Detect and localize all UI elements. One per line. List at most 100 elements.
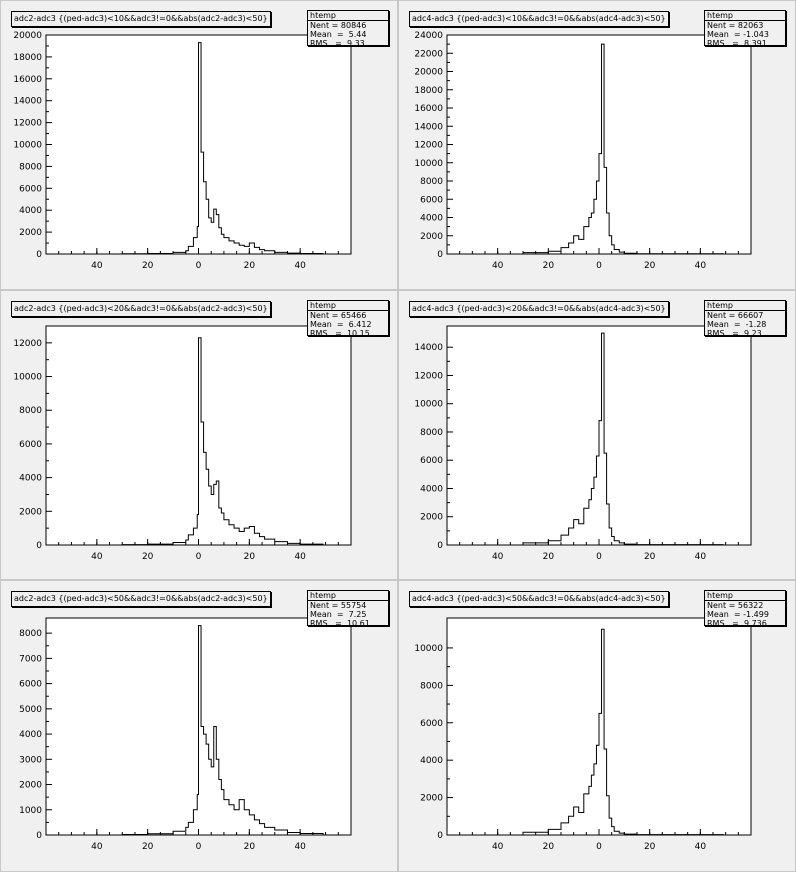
y-tick-label: 6000 bbox=[19, 440, 42, 450]
stats-entries-5: Nent = 55754 bbox=[310, 601, 367, 610]
y-tick-label: 6000 bbox=[19, 184, 42, 194]
x-tick-label: 20 bbox=[244, 261, 256, 271]
plot-frame bbox=[446, 34, 752, 255]
histogram-title-6: adc4-adc3 {(ped-adc3)<50&&adc3!=0&&abs(a… bbox=[409, 591, 669, 607]
stats-mean-3: Mean = 6.412 bbox=[310, 320, 372, 329]
histogram-chart-3: 0 2000 4000 6000 8000 10000 12000 40 20 0 20 40 bbox=[13, 325, 352, 562]
y-tick-label: 8000 bbox=[420, 681, 443, 691]
stats-name-3: htemp bbox=[308, 301, 388, 311]
x-tick-label: 40 bbox=[294, 842, 306, 852]
x-tick-label: 20 bbox=[543, 261, 555, 271]
y-tick-label: 6000 bbox=[19, 680, 42, 690]
y-tick-label: 4000 bbox=[19, 474, 42, 484]
y-tick-label: 2000 bbox=[19, 507, 42, 517]
x-tick-label: 20 bbox=[543, 842, 555, 852]
x-tick-label: 40 bbox=[91, 552, 103, 562]
stats-mean-2: Mean = -1.043 bbox=[707, 30, 769, 39]
y-tick-label: 10000 bbox=[414, 400, 443, 410]
stats-box-1: htemp Nent = 80846 Mean = 5.44 RMS = 9.3… bbox=[307, 10, 389, 48]
y-tick-label: 2000 bbox=[420, 794, 443, 804]
y-tick-label: 6000 bbox=[420, 719, 443, 729]
stats-entries-4: Nent = 66607 bbox=[707, 311, 764, 320]
x-tick-label: 40 bbox=[294, 552, 306, 562]
x-tick-label: 40 bbox=[91, 842, 103, 852]
y-tick-label: 2000 bbox=[19, 781, 42, 791]
stats-entries-1: Nent = 80846 bbox=[310, 21, 367, 30]
y-tick-label: 6000 bbox=[420, 456, 443, 466]
stats-rms-1: RMS = 9.33 bbox=[310, 39, 365, 48]
histogram-title-4: adc4-adc3 {(ped-adc3)<20&&adc3!=0&&abs(a… bbox=[409, 301, 669, 317]
y-tick-label: 24000 bbox=[414, 31, 443, 41]
stats-box-3: htemp Nent = 65466 Mean = 6.412 RMS = 10… bbox=[307, 300, 389, 338]
y-tick-label: 4000 bbox=[420, 214, 443, 224]
stats-mean-5: Mean = 7.25 bbox=[310, 610, 367, 619]
stats-entries-3: Nent = 65466 bbox=[310, 311, 367, 320]
stats-entries-6: Nent = 56322 bbox=[707, 601, 764, 610]
histogram-outline bbox=[472, 43, 727, 255]
stats-rms-2: RMS = 8.391 bbox=[707, 39, 767, 48]
histogram-chart-2: 0 2000 4000 6000 8000 10000 12000 14000 16000 180… bbox=[414, 31, 752, 271]
y-tick-label: 6000 bbox=[420, 195, 443, 205]
y-tick-label: 12000 bbox=[13, 339, 42, 349]
y-tick-label: 4000 bbox=[420, 756, 443, 766]
x-tick-label: 20 bbox=[644, 261, 656, 271]
x-tick-label: 20 bbox=[244, 552, 256, 562]
y-tick-label: 8000 bbox=[19, 406, 42, 416]
stats-rms-5: RMS = 10.61 bbox=[310, 619, 370, 628]
histogram-title-3: adc2-adc3 {(ped-adc3)<20&&adc3!=0&&abs(a… bbox=[11, 301, 271, 317]
x-tick-label: 40 bbox=[492, 842, 504, 852]
histogram-chart-6: 0 2000 4000 6000 8000 10000 40 20 0 20 40 bbox=[414, 617, 752, 852]
y-tick-label: 14000 bbox=[414, 122, 443, 132]
stats-rms-3: RMS = 10.15 bbox=[310, 329, 370, 338]
y-tick-label: 12000 bbox=[13, 119, 42, 129]
y-tick-label: 0 bbox=[36, 541, 42, 551]
y-tick-label: 8000 bbox=[19, 162, 42, 172]
stats-box-6: htemp Nent = 56322 Mean = -1.499 RMS = 9… bbox=[704, 590, 786, 628]
pad-3: 0 2000 4000 6000 8000 10000 12000 40 20 0 20 40 adc… bbox=[0, 290, 398, 580]
y-tick-label: 7000 bbox=[19, 654, 42, 664]
stats-mean-6: Mean = -1.499 bbox=[707, 610, 769, 619]
y-tick-label: 14000 bbox=[414, 343, 443, 353]
pad-4: 0 2000 4000 6000 8000 10000 12000 14000 40 20 0 20 4… bbox=[398, 290, 796, 580]
stats-box-2: htemp Nent = 82063 Mean = -1.043 RMS = 8… bbox=[704, 10, 786, 48]
y-tick-label: 2000 bbox=[19, 228, 42, 238]
histogram-outline bbox=[71, 337, 327, 546]
y-tick-label: 12000 bbox=[414, 141, 443, 151]
x-tick-label: 40 bbox=[492, 261, 504, 271]
stats-mean-4: Mean = -1.28 bbox=[707, 320, 767, 329]
stats-box-4: htemp Nent = 66607 Mean = -1.28 RMS = 9.… bbox=[704, 300, 786, 338]
x-tick-label: 20 bbox=[644, 842, 656, 852]
histogram-title-1: adc2-adc3 {(ped-adc3)<10&&adc3!=0&&abs(a… bbox=[11, 11, 271, 27]
y-tick-label: 14000 bbox=[13, 97, 42, 107]
y-tick-label: 4000 bbox=[19, 730, 42, 740]
stats-name-4: htemp bbox=[705, 301, 785, 311]
y-tick-label: 8000 bbox=[19, 629, 42, 639]
x-tick-label: 0 bbox=[596, 842, 602, 852]
x-tick-label: 0 bbox=[196, 842, 202, 852]
y-tick-label: 8000 bbox=[420, 177, 443, 187]
histogram-outline bbox=[472, 332, 727, 546]
y-tick-label: 0 bbox=[437, 541, 443, 551]
x-tick-label: 0 bbox=[596, 552, 602, 562]
pad-1: 0 2000 4000 6000 8000 10000 12000 14000 16000 180… bbox=[0, 0, 398, 290]
histogram-chart-1: 0 2000 4000 6000 8000 10000 12000 14000 16000 180… bbox=[13, 31, 352, 271]
x-tick-label: 20 bbox=[142, 261, 154, 271]
y-tick-label: 4000 bbox=[420, 484, 443, 494]
histogram-outline bbox=[472, 628, 727, 836]
y-tick-label: 0 bbox=[36, 831, 42, 841]
y-tick-label: 2000 bbox=[420, 513, 443, 523]
stats-name-2: htemp bbox=[705, 11, 785, 21]
pad-2: 0 2000 4000 6000 8000 10000 12000 14000 16000 180… bbox=[398, 0, 796, 290]
y-tick-label: 1000 bbox=[19, 806, 42, 816]
y-tick-label: 5000 bbox=[19, 705, 42, 715]
y-tick-label: 12000 bbox=[414, 371, 443, 381]
x-tick-label: 40 bbox=[695, 552, 707, 562]
y-tick-label: 20000 bbox=[414, 68, 443, 78]
stats-rms-6: RMS = 9.736 bbox=[707, 619, 767, 628]
histogram-title-2: adc4-adc3 {(ped-adc3)<10&&adc3!=0&&abs(a… bbox=[409, 11, 669, 27]
stats-name-6: htemp bbox=[705, 591, 785, 601]
y-tick-label: 22000 bbox=[414, 49, 443, 59]
y-tick-label: 10000 bbox=[13, 141, 42, 151]
x-tick-label: 0 bbox=[596, 261, 602, 271]
histogram-chart-4: 0 2000 4000 6000 8000 10000 12000 14000 40 20 0 20 4… bbox=[414, 325, 752, 562]
